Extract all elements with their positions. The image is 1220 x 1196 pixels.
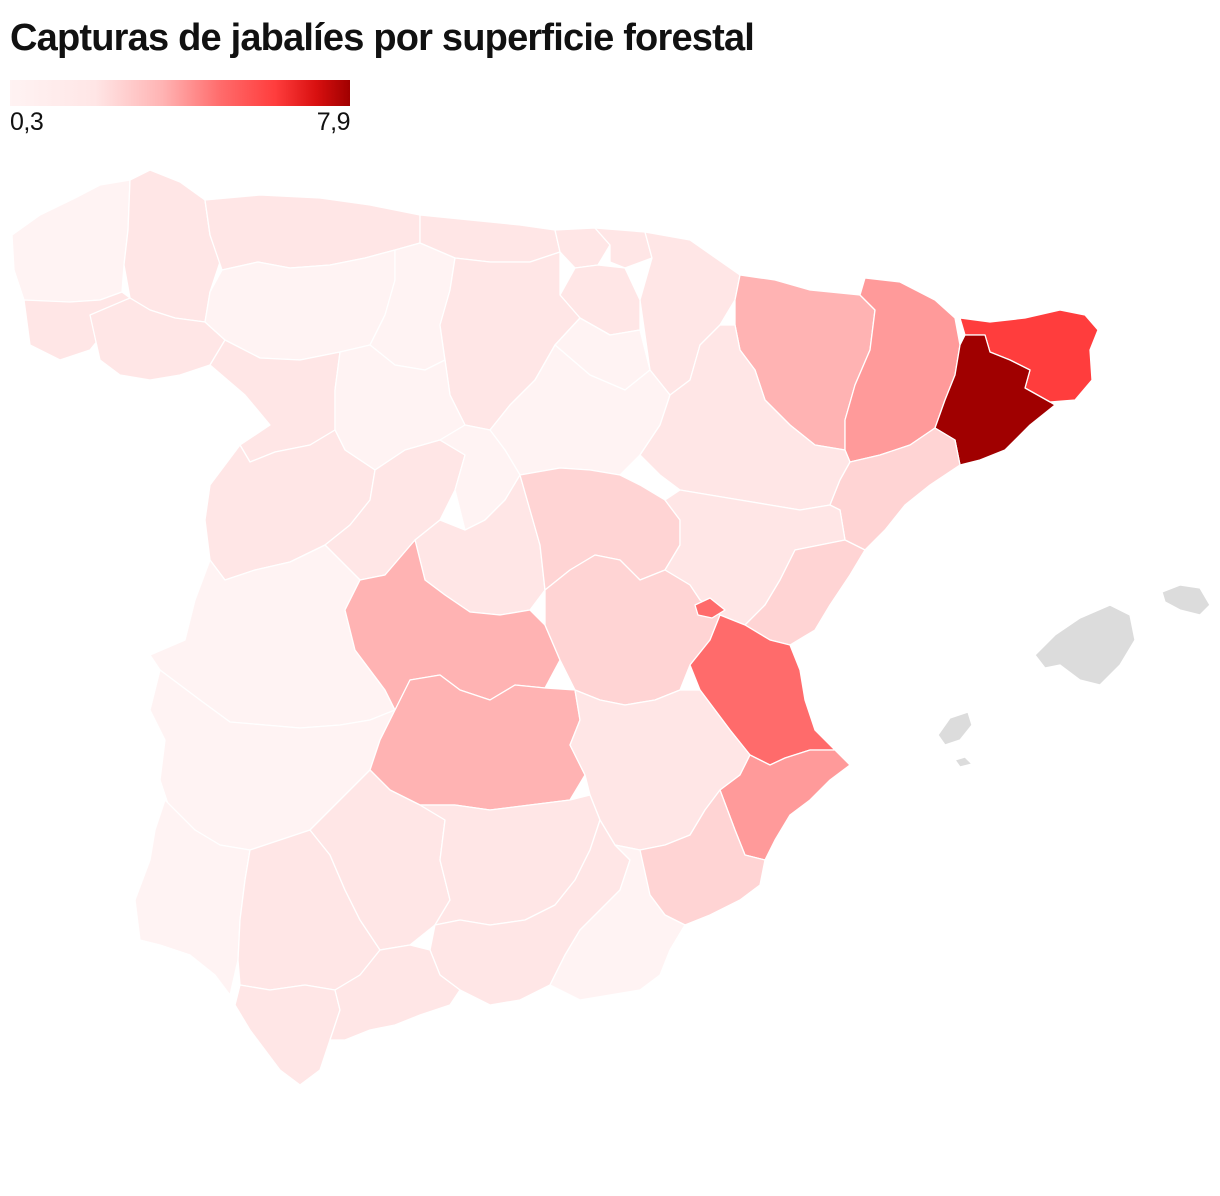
- province-cadiz[interactable]: [234, 984, 341, 1086]
- province-a-coruna[interactable]: [11, 179, 131, 309]
- province-barcelona[interactable]: [934, 334, 1056, 466]
- province-huelva[interactable]: [134, 799, 251, 996]
- provinces: [11, 169, 1099, 1086]
- island-mallorca[interactable]: [1034, 604, 1136, 686]
- province-almeria[interactable]: [549, 844, 686, 1001]
- island-ibiza[interactable]: [937, 711, 973, 746]
- province-lugo[interactable]: [123, 169, 221, 323]
- legend-max-label: 7,9: [316, 108, 351, 136]
- legend-labels: 0,3 7,9: [10, 106, 351, 136]
- island-formentera[interactable]: [954, 756, 973, 768]
- province-malaga[interactable]: [329, 944, 461, 1041]
- map-title: Capturas de jabalíes por superficie fore…: [10, 17, 755, 59]
- legend-gradient-bar: [10, 80, 350, 106]
- legend-min-label: 0,3: [10, 108, 44, 136]
- province-castellon[interactable]: [744, 539, 866, 646]
- color-legend: 0,3 7,9: [10, 80, 351, 136]
- province-ciudad-real[interactable]: [369, 674, 586, 811]
- island-menorca[interactable]: [1161, 584, 1211, 616]
- province-rincon-de-ademuz[interactable]: [694, 597, 726, 619]
- balearic-islands: [937, 584, 1211, 768]
